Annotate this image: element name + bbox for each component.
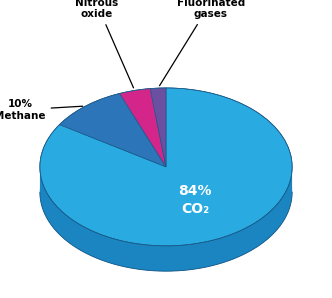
Polygon shape xyxy=(120,89,166,167)
Text: 10%
Methane: 10% Methane xyxy=(0,99,83,121)
Polygon shape xyxy=(150,88,166,167)
Polygon shape xyxy=(59,94,166,167)
Polygon shape xyxy=(40,170,292,271)
Text: 4%
Nitrous
oxide: 4% Nitrous oxide xyxy=(75,0,133,88)
Ellipse shape xyxy=(40,113,292,271)
Text: 2%
Fluorinated
gases: 2% Fluorinated gases xyxy=(160,0,245,86)
Text: 84%
CO₂: 84% CO₂ xyxy=(178,184,212,216)
Polygon shape xyxy=(40,88,292,246)
